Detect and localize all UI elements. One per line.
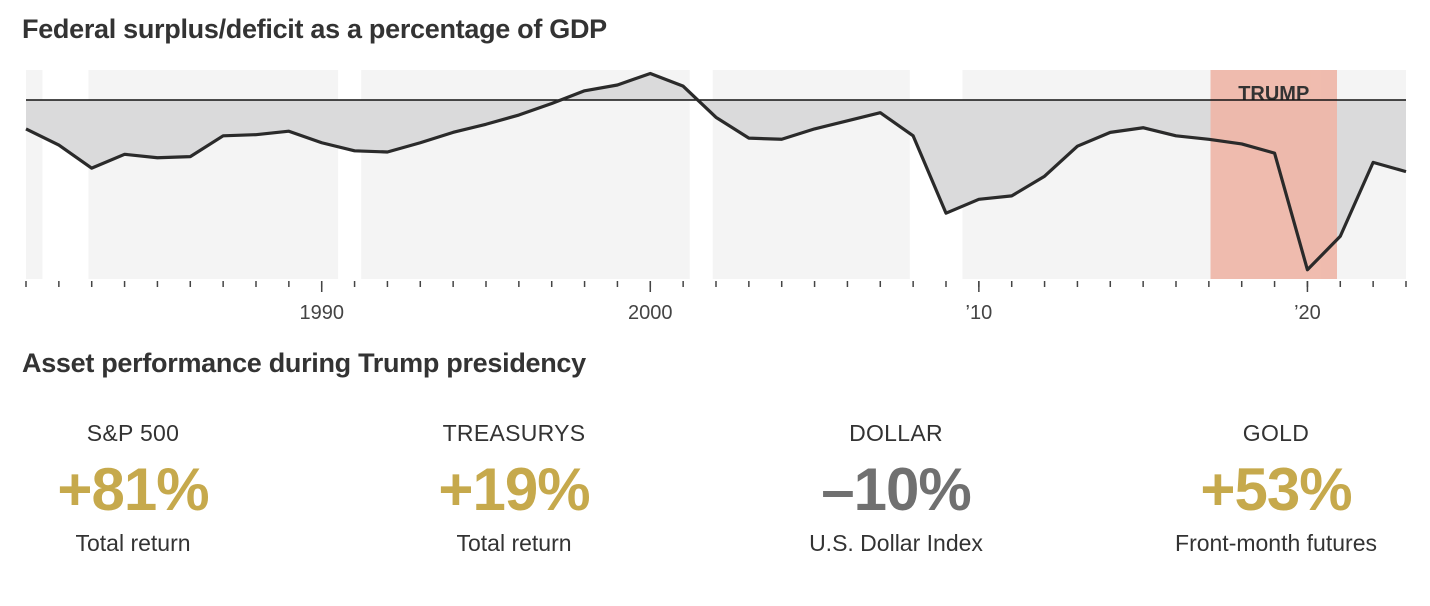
- asset-card-dollar: DOLLAR –10% U.S. Dollar Index: [731, 420, 1061, 557]
- trump-label: TRUMP: [1238, 83, 1309, 105]
- x-tick-label: ’20: [1294, 302, 1321, 324]
- asset-card-gold: GOLD +53% Front-month futures: [1111, 420, 1430, 557]
- asset-note: Total return: [456, 530, 572, 556]
- trump-highlight: [1210, 70, 1337, 279]
- asset-value: +81%: [57, 456, 209, 523]
- asset-card-sp500: S&P 500 +81% Total return: [0, 420, 298, 557]
- x-tick-label: 2000: [628, 302, 673, 324]
- asset-note: Total return: [75, 530, 191, 556]
- x-tick-label: 1990: [299, 302, 344, 324]
- deficit-chart: TRUMP 1990 2000 ’10 ’20: [25, 70, 1407, 324]
- deficit-area: [26, 73, 1406, 270]
- asset-value: +19%: [438, 456, 590, 523]
- asset-name: TREASURYS: [442, 420, 586, 446]
- asset-note: Front-month futures: [1175, 530, 1377, 556]
- asset-value: +53%: [1200, 456, 1352, 523]
- chart-title: Federal surplus/deficit as a percentage …: [22, 14, 607, 44]
- asset-name: DOLLAR: [849, 420, 943, 446]
- asset-name: S&P 500: [86, 420, 180, 446]
- x-tick-label: ’10: [966, 302, 993, 324]
- asset-value: –10%: [821, 456, 971, 523]
- asset-section-title: Asset performance during Trump presidenc…: [22, 348, 586, 378]
- recession-band: [689, 70, 713, 279]
- asset-name: GOLD: [1242, 420, 1310, 446]
- asset-card-treasurys: TREASURYS +19% Total return: [349, 420, 679, 557]
- asset-note: U.S. Dollar Index: [809, 530, 983, 556]
